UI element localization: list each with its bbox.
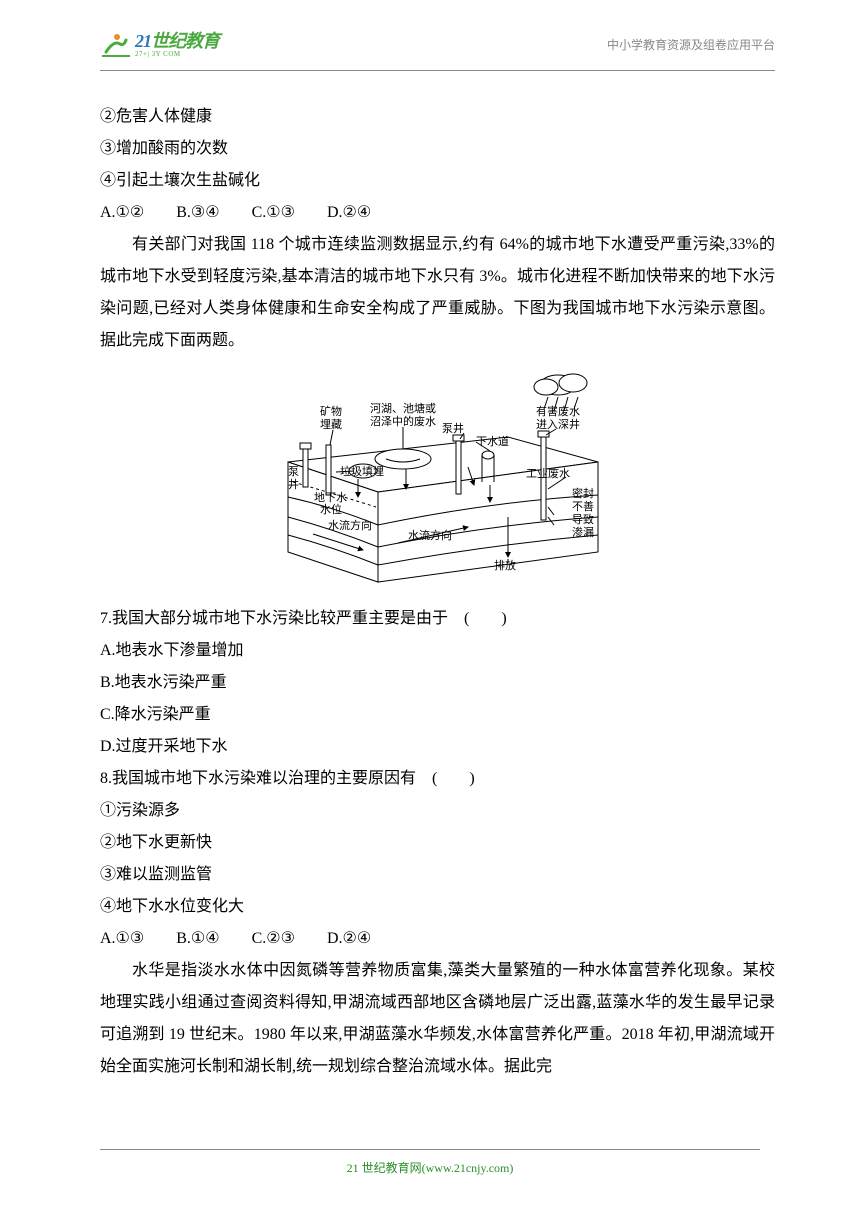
svg-text:工业废水: 工业废水 xyxy=(526,466,570,480)
svg-text:泵: 泵 xyxy=(288,465,299,478)
logo-21: 21 xyxy=(135,31,151,51)
q7-b: B.地表水污染严重 xyxy=(100,667,775,699)
q6-options: A.①② B.③④ C.①③ D.②④ xyxy=(100,197,775,229)
opt-c: C.②③ xyxy=(252,923,295,955)
svg-text:泵井: 泵井 xyxy=(442,421,464,435)
svg-text:进入深井: 进入深井 xyxy=(536,417,580,431)
svg-text:有害废水: 有害废水 xyxy=(536,404,580,418)
q8-4: ④地下水水位变化大 xyxy=(100,891,775,923)
opt-b: B.①④ xyxy=(176,923,219,955)
svg-text:密封: 密封 xyxy=(572,486,594,500)
q7-c: C.降水污染严重 xyxy=(100,699,775,731)
svg-text:不善: 不善 xyxy=(572,499,594,513)
svg-text:排放: 排放 xyxy=(494,558,516,572)
opt-c: C.①③ xyxy=(252,197,295,229)
header-divider xyxy=(100,70,775,71)
svg-text:导致: 导致 xyxy=(572,512,594,526)
passage-1: 有关部门对我国 118 个城市连续监测数据显示,约有 64%的城市地下水遭受严重… xyxy=(100,229,775,357)
svg-text:沼泽中的废水: 沼泽中的废水 xyxy=(370,414,436,428)
q8-stem: 8.我国城市地下水污染难以治理的主要原因有 ( ) xyxy=(100,763,775,795)
svg-text:地下水: 地下水 xyxy=(314,491,347,504)
page-footer: 21 世纪教育网(www.21cnjy.com) xyxy=(0,1149,860,1180)
footer-text: 21 世纪教育网(www.21cnjy.com) xyxy=(0,1156,860,1180)
opt-a: A.①③ xyxy=(100,923,144,955)
item-4: ④引起土壤次生盐碱化 xyxy=(100,165,775,197)
q7-stem: 7.我国大部分城市地下水污染比较严重主要是由于 ( ) xyxy=(100,603,775,635)
passage-2: 水华是指淡水水体中因氮磷等营养物质富集,藻类大量繁殖的一种水体富营养化现象。某校… xyxy=(100,955,775,1083)
content-body: ②危害人体健康 ③增加酸雨的次数 ④引起土壤次生盐碱化 A.①② B.③④ C.… xyxy=(100,101,775,1083)
svg-text:水流方向: 水流方向 xyxy=(328,518,372,532)
runner-icon xyxy=(100,30,132,60)
q7-a: A.地表水下渗量增加 xyxy=(100,635,775,667)
svg-text:渗漏: 渗漏 xyxy=(572,525,594,539)
q8-options: A.①③ B.①④ C.②③ D.②④ xyxy=(100,923,775,955)
svg-text:下水道: 下水道 xyxy=(476,434,509,448)
q7-d: D.过度开采地下水 xyxy=(100,731,775,763)
svg-text:矿物: 矿物 xyxy=(320,404,342,418)
item-3: ③增加酸雨的次数 xyxy=(100,133,775,165)
logo-subtext: 27+| 3Y COM xyxy=(135,51,219,58)
footer-divider xyxy=(100,1149,760,1150)
item-2: ②危害人体健康 xyxy=(100,101,775,133)
page-header: 21世纪教育 27+| 3Y COM 中小学教育资源及组卷应用平台 xyxy=(100,30,775,60)
q8-1: ①污染源多 xyxy=(100,795,775,827)
header-subtitle: 中小学教育资源及组卷应用平台 xyxy=(607,33,775,57)
logo: 21世纪教育 27+| 3Y COM xyxy=(100,30,219,60)
svg-text:井: 井 xyxy=(288,477,299,491)
groundwater-diagram: 矿物 埋藏 河湖、池塘或 沼泽中的废水 泵 井 垃圾填埋 地下水 水位 水流方向… xyxy=(258,367,618,597)
q8-2: ②地下水更新快 xyxy=(100,827,775,859)
opt-a: A.①② xyxy=(100,197,144,229)
opt-b: B.③④ xyxy=(176,197,219,229)
opt-d: D.②④ xyxy=(327,923,371,955)
logo-name: 世纪教育 xyxy=(151,31,219,51)
q8-3: ③难以监测监管 xyxy=(100,859,775,891)
svg-text:水流方向: 水流方向 xyxy=(408,528,452,542)
logo-text: 21世纪教育 27+| 3Y COM xyxy=(135,32,219,58)
svg-text:河湖、池塘或: 河湖、池塘或 xyxy=(370,401,436,415)
svg-text:埋藏: 埋藏 xyxy=(320,418,342,431)
opt-d: D.②④ xyxy=(327,197,371,229)
svg-text:水位: 水位 xyxy=(320,502,342,516)
